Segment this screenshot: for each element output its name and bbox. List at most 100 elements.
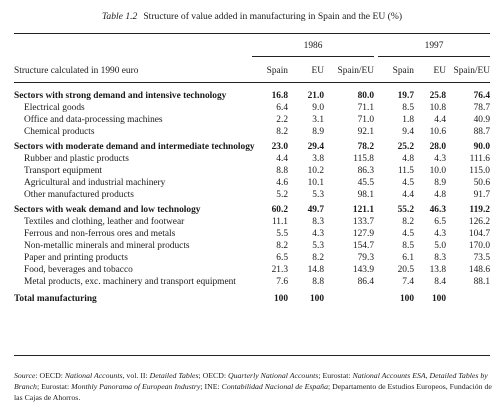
value-cell: 100 <box>399 294 414 304</box>
row-label: Electrical goods <box>24 103 85 113</box>
value-cell: 5.3 <box>312 241 324 251</box>
row-label: Textiles and clothing, leather and footw… <box>24 217 185 227</box>
value-cell: 127.9 <box>352 229 374 239</box>
value-cell: 50.6 <box>473 178 490 188</box>
value-cell: 78.2 <box>357 142 374 152</box>
value-cell: 9.0 <box>312 103 324 113</box>
value-cell: 25.2 <box>397 142 414 152</box>
sector-row: Sectors with strong demand and intensive… <box>0 90 504 102</box>
year-1997-header: 1997 <box>424 41 444 51</box>
value-cell: 8.9 <box>434 178 446 188</box>
subsector-row: Other manufactured products 5.2 5.3 98.1 4.4… <box>0 189 504 201</box>
col-header-ratio-1997: Spain/EU <box>453 66 490 76</box>
source-part: Monthly Panorama of European Industry <box>71 382 201 391</box>
value-cell: 78.7 <box>473 103 490 113</box>
subsector-row: Chemical products 8.2 8.9 92.1 9.4 10.6 88.7 <box>0 126 504 138</box>
value-cell: 79.3 <box>357 253 374 263</box>
value-cell: 8.2 <box>402 217 414 227</box>
subsector-row: Ferrous and non-ferrous ores and metals 5… <box>0 228 504 240</box>
value-cell: 3.1 <box>312 115 324 125</box>
value-cell: 100 <box>431 294 446 304</box>
row-label: Office and data-processing machines <box>24 115 163 125</box>
sector-row: Sectors with weak demand and low technol… <box>0 204 504 216</box>
value-cell: 55.2 <box>397 205 414 215</box>
col-header-eu-1997: EU <box>433 66 447 76</box>
value-cell: 21.0 <box>307 91 324 101</box>
value-cell: 4.4 <box>402 190 414 200</box>
value-cell: 8.2 <box>276 241 288 251</box>
row-label: Sectors with weak demand and low technol… <box>14 205 201 215</box>
value-cell: 25.8 <box>429 91 446 101</box>
value-cell: 76.4 <box>473 91 490 101</box>
value-cell: 115.8 <box>353 154 374 164</box>
value-cell: 3.8 <box>312 154 324 164</box>
structure-header: Structure calculated in 1990 euro <box>14 66 139 76</box>
row-label: Sectors with strong demand and intensive… <box>14 91 227 101</box>
subsector-row: Transport equipment 8.8 10.2 86.3 11.5 10.0 11… <box>0 165 504 177</box>
row-label: Other manufactured products <box>24 190 134 200</box>
value-cell: 4.4 <box>434 115 446 125</box>
value-cell: 21.3 <box>271 265 288 275</box>
row-label: Rubber and plastic products <box>24 154 129 164</box>
value-cell: 4.3 <box>434 154 446 164</box>
subsector-row: Electrical goods 6.4 9.0 71.1 8.5 10.8 78.7 <box>0 102 504 114</box>
value-cell: 8.4 <box>434 277 446 287</box>
source-part: ; Eurostat: <box>318 371 353 380</box>
table-number: Table 1.2 <box>101 11 138 22</box>
value-cell: 10.6 <box>429 127 446 137</box>
sector-row: Total manufacturing 100 100 100 100 <box>0 293 504 305</box>
source-part: Quarterly National Accounts <box>227 371 319 380</box>
col-header-ratio-1986: Spain/EU <box>337 66 374 76</box>
subsector-row: Office and data-processing machines 2.2 3.… <box>0 114 504 126</box>
value-cell: 6.5 <box>276 253 288 263</box>
value-cell: 8.2 <box>276 127 288 137</box>
value-cell: 10.0 <box>429 166 446 176</box>
value-cell: 10.1 <box>307 178 324 188</box>
value-cell: 7.4 <box>402 277 414 287</box>
row-label: Transport equipment <box>24 166 103 176</box>
value-cell: 11.1 <box>271 217 288 227</box>
value-cell: 5.0 <box>434 241 446 251</box>
value-cell: 49.7 <box>307 205 324 215</box>
value-cell: 90.0 <box>473 142 490 152</box>
value-cell: 170.0 <box>468 241 490 251</box>
row-label: Sectors with moderate demand and interme… <box>14 142 255 152</box>
value-cell: 115.0 <box>469 166 490 176</box>
header-rule <box>14 82 490 83</box>
source-text: : OECD: National Accounts, vol. II: Deta… <box>14 371 492 402</box>
bottom-rule <box>14 355 490 357</box>
value-cell: 5.5 <box>276 229 288 239</box>
value-cell: 8.8 <box>312 277 324 287</box>
row-label: Total manufacturing <box>14 294 97 304</box>
value-cell: 104.7 <box>468 229 490 239</box>
value-cell: 10.8 <box>429 103 446 113</box>
value-cell: 4.3 <box>434 229 446 239</box>
value-cell: 143.9 <box>352 265 374 275</box>
col-header-spain-1997: Spain <box>392 66 414 76</box>
value-cell: 6.1 <box>402 253 414 263</box>
row-label: Metal products, exc. machinery and trans… <box>24 277 236 287</box>
subsector-row: Paper and printing products 6.5 8.2 79.3 6.1… <box>0 252 504 264</box>
value-cell: 2.2 <box>276 115 288 125</box>
subsector-row: Agricultural and industrial machinery 4.6… <box>0 177 504 189</box>
value-cell: 4.4 <box>276 154 288 164</box>
value-cell: 6.4 <box>276 103 288 113</box>
sector-row: Sectors with moderate demand and interme… <box>0 141 504 153</box>
year-1986-underline <box>252 56 374 57</box>
value-cell: 13.8 <box>429 265 446 275</box>
value-cell: 148.6 <box>468 265 490 275</box>
value-cell: 4.6 <box>276 178 288 188</box>
table-caption: Table 1.2 Structure of value added in man… <box>0 11 504 23</box>
value-cell: 4.5 <box>402 229 414 239</box>
value-cell: 40.9 <box>473 115 490 125</box>
value-cell: 4.8 <box>434 190 446 200</box>
year-1997-underline <box>378 56 490 57</box>
value-cell: 28.0 <box>429 142 446 152</box>
value-cell: 73.5 <box>473 253 490 263</box>
value-cell: 60.2 <box>271 205 288 215</box>
value-cell: 8.2 <box>312 253 324 263</box>
source-label: Source <box>14 371 36 380</box>
source-note: Source: OECD: National Accounts, vol. II… <box>14 370 492 403</box>
source-part: : OECD: <box>35 371 65 380</box>
